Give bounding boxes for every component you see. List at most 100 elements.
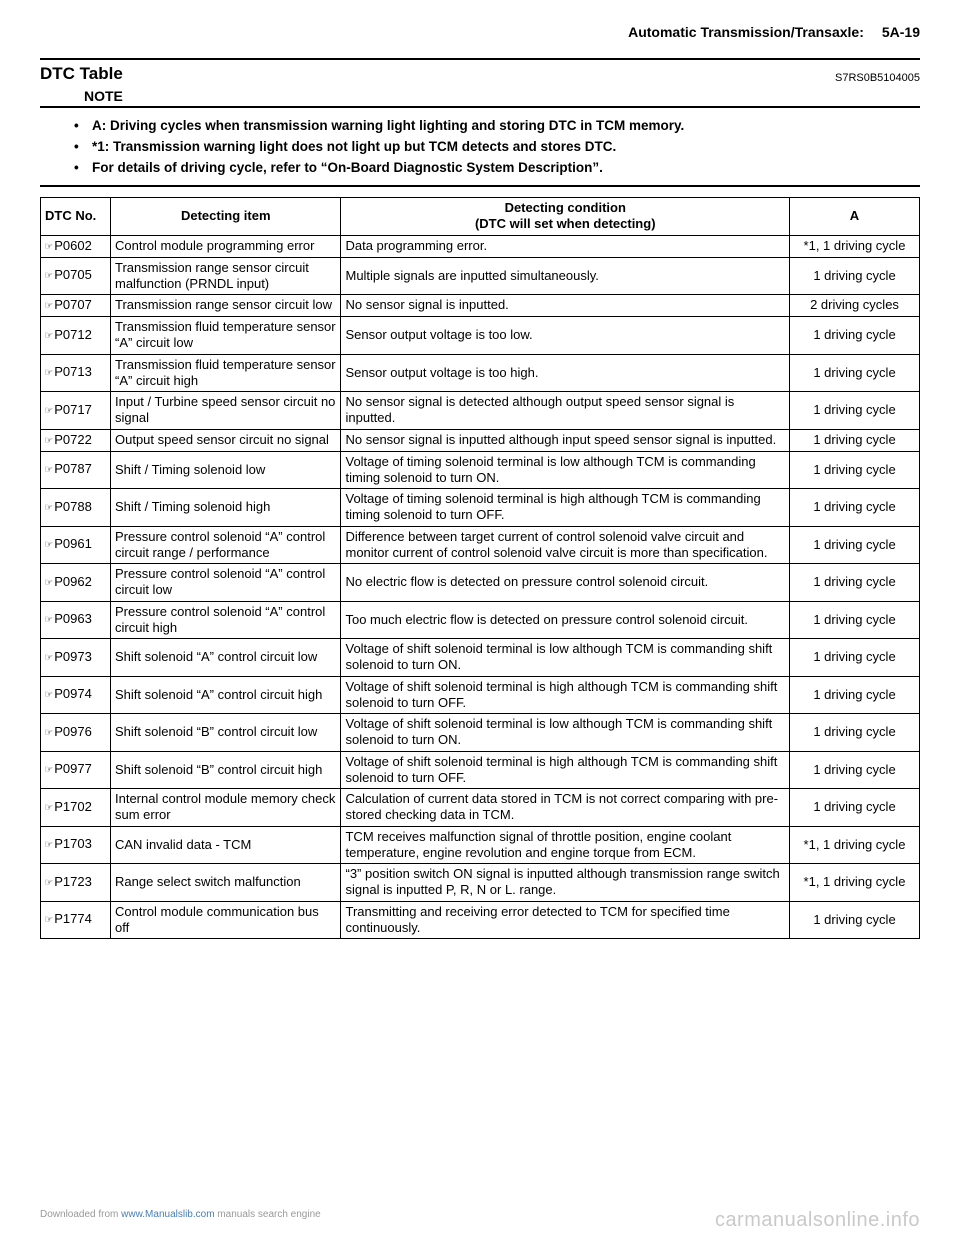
dtc-code: P0788 bbox=[54, 499, 92, 514]
table-row: ☞P0962Pressure control solenoid “A” cont… bbox=[41, 564, 920, 602]
pointer-icon: ☞ bbox=[45, 913, 52, 927]
cell-a: *1, 1 driving cycle bbox=[790, 864, 920, 902]
cell-a: 1 driving cycle bbox=[790, 392, 920, 430]
cell-cond: Voltage of timing solenoid terminal is l… bbox=[341, 451, 790, 489]
cell-dtc: ☞P0707 bbox=[41, 295, 111, 317]
table-row: ☞P0788Shift / Timing solenoid highVoltag… bbox=[41, 489, 920, 527]
note-rule-bottom bbox=[40, 185, 920, 187]
doc-id: S7RS0B5104005 bbox=[835, 72, 920, 84]
cell-a: 1 driving cycle bbox=[790, 601, 920, 639]
pointer-icon: ☞ bbox=[45, 763, 52, 777]
cell-item: Shift solenoid “B” control circuit low bbox=[111, 714, 341, 752]
dtc-code: P1723 bbox=[54, 874, 92, 889]
header-page-num: 5A-19 bbox=[882, 24, 920, 40]
table-row: ☞P0705Transmission range sensor circuit … bbox=[41, 257, 920, 295]
cell-dtc: ☞P0722 bbox=[41, 429, 111, 451]
dtc-code: P0602 bbox=[54, 238, 92, 253]
pointer-icon: ☞ bbox=[45, 240, 52, 254]
dtc-code: P0962 bbox=[54, 574, 92, 589]
cell-a: 1 driving cycle bbox=[790, 526, 920, 564]
cell-a: 1 driving cycle bbox=[790, 789, 920, 827]
page: Automatic Transmission/Transaxle: 5A-19 … bbox=[0, 0, 960, 1242]
cell-dtc: ☞P0976 bbox=[41, 714, 111, 752]
cell-item: Pressure control solenoid “A” control ci… bbox=[111, 564, 341, 602]
table-row: ☞P1703CAN invalid data - TCMTCM receives… bbox=[41, 826, 920, 864]
cell-cond: Too much electric flow is detected on pr… bbox=[341, 601, 790, 639]
pointer-icon: ☞ bbox=[45, 501, 52, 515]
dtc-code: P0961 bbox=[54, 536, 92, 551]
pointer-icon: ☞ bbox=[45, 801, 52, 815]
cell-a: 1 driving cycle bbox=[790, 317, 920, 355]
footer-link[interactable]: www.Manualslib.com bbox=[121, 1209, 214, 1220]
cell-a: 1 driving cycle bbox=[790, 489, 920, 527]
dtc-code: P0977 bbox=[54, 761, 92, 776]
cell-item: Shift / Timing solenoid high bbox=[111, 489, 341, 527]
table-row: ☞P0963Pressure control solenoid “A” cont… bbox=[41, 601, 920, 639]
dtc-code: P0722 bbox=[54, 432, 92, 447]
th-cond: Detecting condition (DTC will set when d… bbox=[341, 198, 790, 236]
dtc-code: P0973 bbox=[54, 649, 92, 664]
cell-a: 2 driving cycles bbox=[790, 295, 920, 317]
cell-cond: Sensor output voltage is too low. bbox=[341, 317, 790, 355]
dtc-code: P0974 bbox=[54, 686, 92, 701]
cell-a: 1 driving cycle bbox=[790, 639, 920, 677]
cell-cond: No sensor signal is detected although ou… bbox=[341, 392, 790, 430]
th-dtc: DTC No. bbox=[41, 198, 111, 236]
table-row: ☞P0717Input / Turbine speed sensor circu… bbox=[41, 392, 920, 430]
table-row: ☞P0713Transmission fluid temperature sen… bbox=[41, 354, 920, 392]
pointer-icon: ☞ bbox=[45, 366, 52, 380]
cell-cond: TCM receives malfunction signal of throt… bbox=[341, 826, 790, 864]
pointer-icon: ☞ bbox=[45, 538, 52, 552]
page-header: Automatic Transmission/Transaxle: 5A-19 bbox=[40, 24, 920, 40]
cell-item: Control module communication bus off bbox=[111, 901, 341, 939]
cell-dtc: ☞P0705 bbox=[41, 257, 111, 295]
cell-a: 1 driving cycle bbox=[790, 429, 920, 451]
table-row: ☞P1774Control module communication bus o… bbox=[41, 901, 920, 939]
cell-dtc: ☞P0977 bbox=[41, 751, 111, 789]
pointer-icon: ☞ bbox=[45, 434, 52, 448]
pointer-icon: ☞ bbox=[45, 876, 52, 890]
cell-a: 1 driving cycle bbox=[790, 676, 920, 714]
dtc-code: P0787 bbox=[54, 461, 92, 476]
dtc-code: P0963 bbox=[54, 611, 92, 626]
cell-cond: Calculation of current data stored in TC… bbox=[341, 789, 790, 827]
note-rule-top bbox=[40, 106, 920, 108]
cell-dtc: ☞P1703 bbox=[41, 826, 111, 864]
cell-a: *1, 1 driving cycle bbox=[790, 235, 920, 257]
pointer-icon: ☞ bbox=[45, 299, 52, 313]
cell-item: Shift / Timing solenoid low bbox=[111, 451, 341, 489]
cell-item: Control module programming error bbox=[111, 235, 341, 257]
cell-dtc: ☞P0602 bbox=[41, 235, 111, 257]
cell-cond: Voltage of shift solenoid terminal is hi… bbox=[341, 751, 790, 789]
dtc-code: P0712 bbox=[54, 327, 92, 342]
cell-item: Shift solenoid “B” control circuit high bbox=[111, 751, 341, 789]
cell-item: Transmission range sensor circuit low bbox=[111, 295, 341, 317]
cell-item: Pressure control solenoid “A” control ci… bbox=[111, 526, 341, 564]
cell-dtc: ☞P1774 bbox=[41, 901, 111, 939]
dtc-code: P0717 bbox=[54, 402, 92, 417]
cell-dtc: ☞P1702 bbox=[41, 789, 111, 827]
note-item: *1: Transmission warning light does not … bbox=[92, 139, 920, 154]
cell-item: Internal control module memory check sum… bbox=[111, 789, 341, 827]
table-row: ☞P0973Shift solenoid “A” control circuit… bbox=[41, 639, 920, 677]
cell-cond: No electric flow is detected on pressure… bbox=[341, 564, 790, 602]
cell-dtc: ☞P0713 bbox=[41, 354, 111, 392]
note-item: A: Driving cycles when transmission warn… bbox=[92, 118, 920, 133]
th-item: Detecting item bbox=[111, 198, 341, 236]
cell-cond: No sensor signal is inputted. bbox=[341, 295, 790, 317]
table-row: ☞P1702Internal control module memory che… bbox=[41, 789, 920, 827]
header-rule bbox=[40, 58, 920, 60]
cell-dtc: ☞P0973 bbox=[41, 639, 111, 677]
note-label: NOTE bbox=[84, 88, 920, 104]
pointer-icon: ☞ bbox=[45, 269, 52, 283]
table-row: ☞P0961 Pressure control solenoid “A” cont… bbox=[41, 526, 920, 564]
pointer-icon: ☞ bbox=[45, 688, 52, 702]
cell-cond: No sensor signal is inputted although in… bbox=[341, 429, 790, 451]
cell-cond: Difference between target current of con… bbox=[341, 526, 790, 564]
cell-item: Output speed sensor circuit no signal bbox=[111, 429, 341, 451]
th-a: A bbox=[790, 198, 920, 236]
cell-cond: Voltage of shift solenoid terminal is hi… bbox=[341, 676, 790, 714]
cell-item: Shift solenoid “A” control circuit low bbox=[111, 639, 341, 677]
cell-item: Pressure control solenoid “A” control ci… bbox=[111, 601, 341, 639]
table-row: ☞P0722Output speed sensor circuit no sig… bbox=[41, 429, 920, 451]
